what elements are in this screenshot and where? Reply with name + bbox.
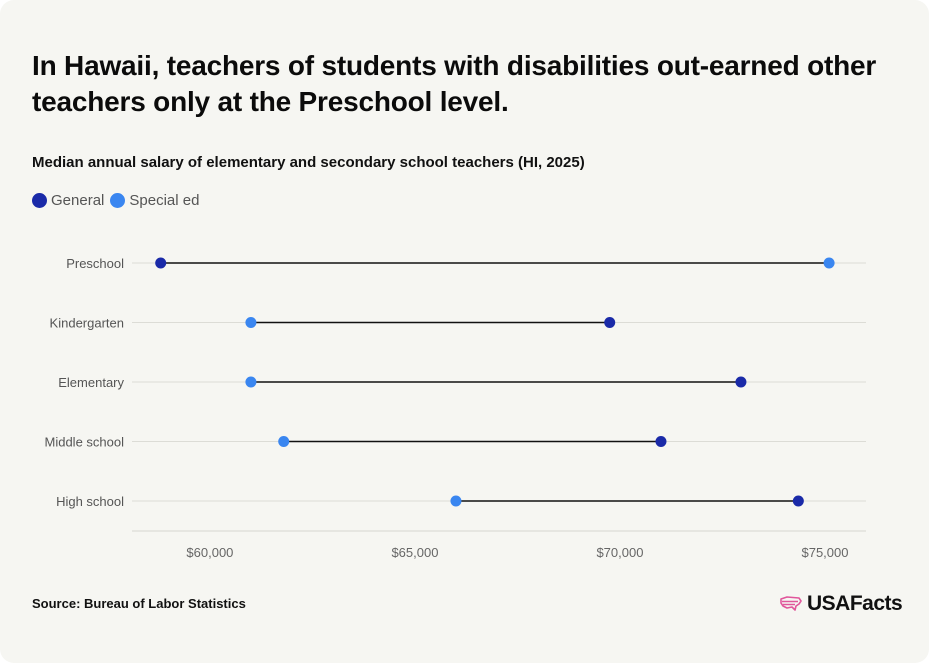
legend-marker-general — [32, 193, 47, 208]
point-general-elementary — [735, 376, 747, 388]
x-tick-label: $60,000 — [186, 545, 233, 560]
legend: General Special ed — [32, 192, 205, 209]
usafacts-logo: USAFacts — [779, 592, 903, 616]
category-label-elementary: Elementary — [58, 375, 124, 390]
point-special-ed-kindergarten — [245, 317, 257, 328]
source-note: Source: Bureau of Labor Statistics — [32, 596, 246, 611]
category-label-kindergarten: Kindergarten — [50, 316, 124, 331]
legend-marker-special-ed — [110, 193, 126, 208]
category-label-high-school: High school — [56, 494, 124, 509]
point-special-ed-middle-school — [278, 436, 290, 447]
point-general-high-school — [792, 495, 804, 507]
point-special-ed-preschool — [823, 257, 835, 269]
us-map-icon — [780, 596, 802, 611]
point-special-ed-elementary — [245, 376, 257, 388]
legend-item-general: General — [32, 192, 104, 209]
point-special-ed-high-school — [450, 495, 462, 507]
category-label-preschool: Preschool — [66, 256, 124, 271]
legend-label-special-ed: Special ed — [129, 192, 200, 209]
chart-subtitle: Median annual salary of elementary and s… — [32, 154, 585, 171]
x-tick-label: $75,000 — [801, 545, 848, 560]
point-general-preschool — [155, 257, 167, 269]
point-general-middle-school — [655, 436, 667, 447]
legend-item-special-ed: Special ed — [110, 192, 199, 209]
x-tick-label: $70,000 — [596, 545, 643, 560]
legend-label-general: General — [51, 192, 105, 209]
point-general-kindergarten — [604, 317, 616, 328]
x-tick-label: $65,000 — [391, 545, 438, 560]
category-label-middle-school: Middle school — [45, 435, 125, 450]
logo-text: USAFacts — [807, 592, 903, 615]
chart-title: In Hawaii, teachers of students with dis… — [32, 50, 877, 117]
